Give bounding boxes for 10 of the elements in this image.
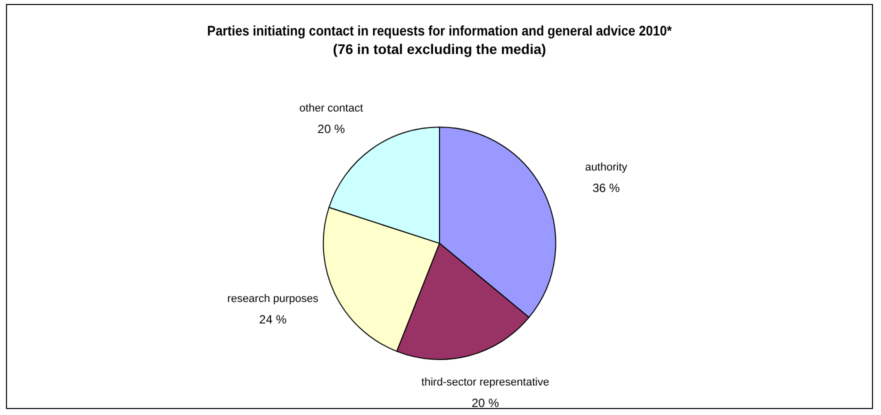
slice-label: third-sector representative [421, 376, 550, 389]
data-label: 24 % [259, 312, 287, 326]
slice-label: other contact [299, 102, 364, 115]
data-label: 20 % [318, 122, 346, 136]
chart-title: Parties initiating contact in requests for information and general advice 2010* [207, 22, 673, 38]
data-label: 36 % [592, 180, 620, 195]
slice-label: authority [585, 162, 628, 174]
data-label: 20 % [472, 396, 500, 410]
slice-label: research purposes [227, 292, 319, 305]
chart-subtitle: (76 in total excluding the media) [332, 41, 546, 58]
